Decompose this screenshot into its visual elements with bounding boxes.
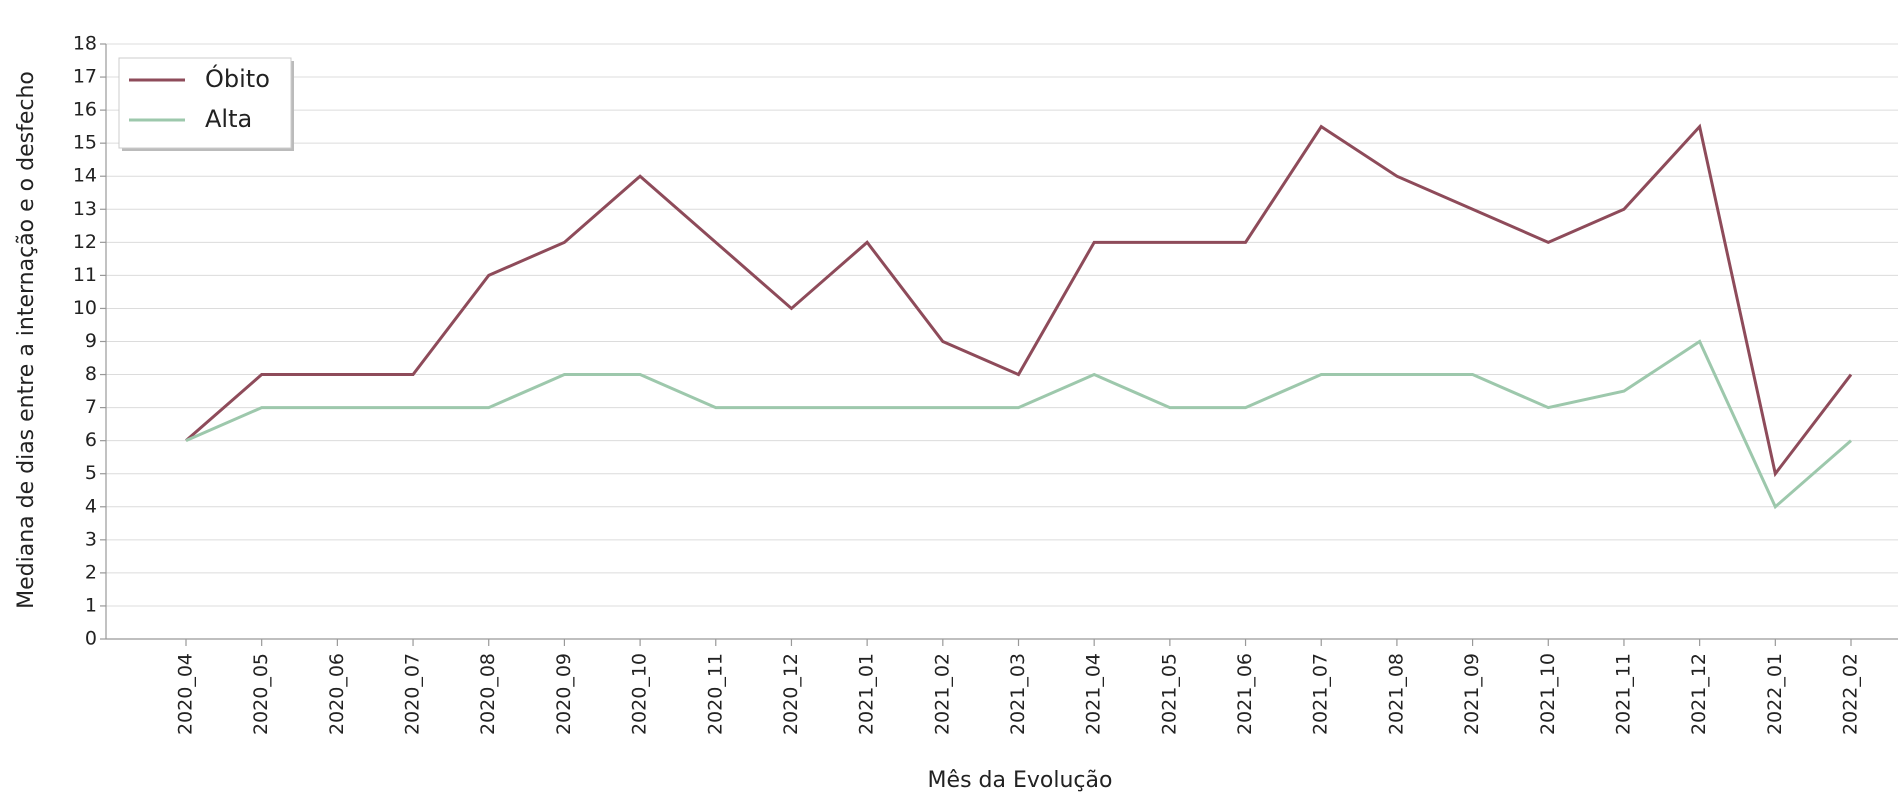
x-tick-label: 2021_12 [1688, 653, 1710, 735]
y-tick-label: 2 [85, 561, 97, 583]
x-tick-label: 2020_11 [704, 653, 726, 735]
x-tick-label: 2021_05 [1158, 653, 1180, 735]
x-tick-label: 2021_02 [931, 653, 953, 735]
x-tick-label: 2020_06 [326, 653, 348, 735]
x-tick-label: 2021_04 [1083, 653, 1105, 735]
y-tick-label: 11 [73, 264, 97, 286]
x-tick-label: 2022_01 [1764, 653, 1786, 735]
series-line [185, 339, 1852, 510]
x-tick-label: 2021_03 [1007, 653, 1029, 735]
x-tick-label: 2021_10 [1537, 653, 1559, 735]
x-tick-label: 2020_09 [553, 653, 575, 735]
y-tick-label: 3 [85, 528, 97, 550]
x-tick-label: 2020_10 [629, 653, 651, 735]
x-tick-label: 2021_11 [1612, 653, 1634, 735]
y-axis-label: Mediana de dias entre a internação e o d… [14, 71, 39, 609]
x-tick-label: 2021_09 [1461, 653, 1483, 735]
x-tick-label: 2021_07 [1310, 653, 1332, 735]
x-tick-label: 2022_02 [1840, 653, 1862, 735]
legend: Óbito Alta [118, 57, 294, 151]
legend-box [118, 57, 292, 149]
y-tick-label: 8 [85, 363, 97, 385]
y-tick-label: 18 [73, 33, 97, 55]
x-tick-label: 2020_04 [175, 653, 197, 735]
x-tick-label: 2021_06 [1234, 653, 1256, 735]
y-tick-label: 13 [73, 198, 97, 220]
x-tick-label: 2020_12 [780, 653, 802, 735]
x-tick-label: 2021_08 [1385, 653, 1407, 735]
x-tick-label: 2020_07 [402, 653, 424, 735]
y-tick-label: 16 [73, 99, 97, 121]
legend-label: Óbito [205, 63, 270, 93]
y-tick-label: 10 [73, 297, 97, 319]
y-tick-label: 14 [73, 165, 97, 187]
x-axis-label: Mês da Evolução [928, 768, 1113, 793]
y-tick-label: 0 [85, 628, 97, 650]
y-tick-label: 9 [85, 330, 97, 352]
series-line [185, 123, 1853, 478]
y-tick-label: 12 [73, 231, 97, 253]
y-tick-label: 17 [73, 66, 97, 88]
x-tick-label: 2020_08 [477, 653, 499, 735]
y-tick-label: 1 [85, 594, 97, 616]
y-tick-label: 4 [85, 495, 97, 517]
y-tick-label: 7 [85, 396, 97, 418]
y-tick-label: 6 [85, 429, 97, 451]
legend-label: Alta [205, 105, 252, 133]
x-tick-label: 2020_05 [250, 653, 272, 735]
x-tick-label: 2021_01 [856, 653, 878, 735]
y-tick-label: 5 [85, 462, 97, 484]
y-tick-label: 15 [73, 132, 97, 154]
